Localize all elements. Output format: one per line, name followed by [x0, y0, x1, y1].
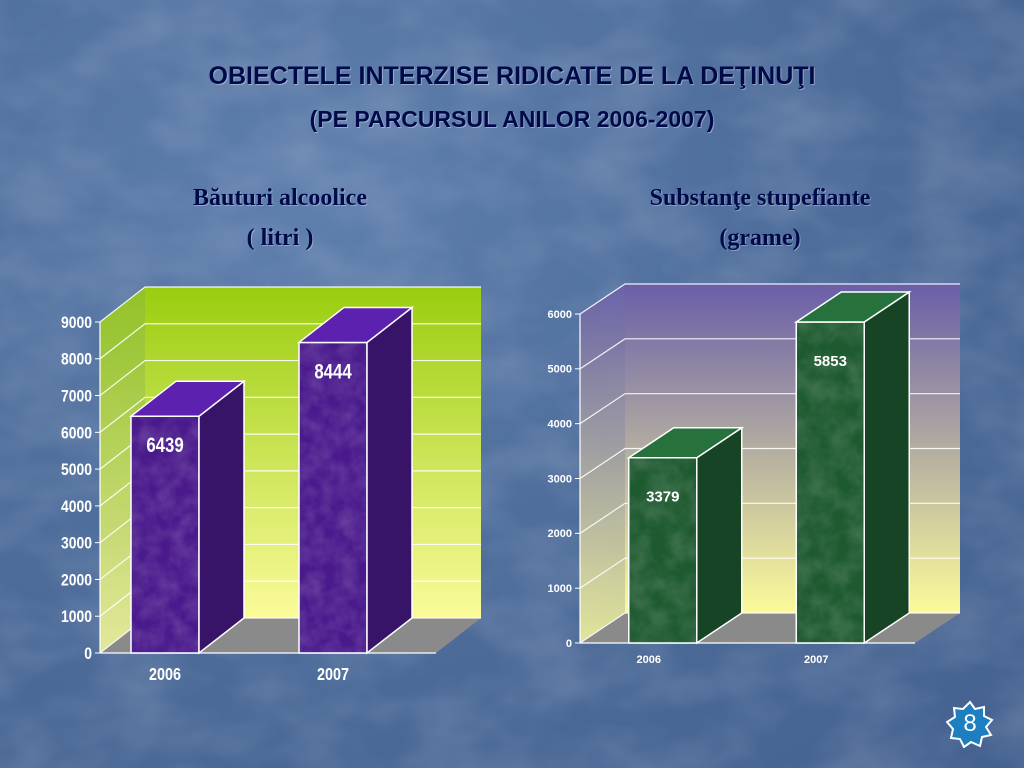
gridline [579, 283, 960, 315]
x-tick-label: 2006 [637, 654, 661, 666]
y-tick-label: 2000 [61, 571, 92, 590]
y-tick-label: 6000 [61, 424, 92, 443]
bar-top-face [296, 306, 415, 344]
y-tick-label: 6000 [548, 309, 572, 321]
bar-texture [299, 342, 367, 653]
page-number: 8 [963, 710, 977, 737]
bar-side-face [696, 426, 743, 645]
bar-side-face [198, 379, 245, 655]
bar-top-face [793, 291, 912, 323]
slide-subtitle: (PE PARCURSUL ANILOR 2006-2007) [309, 106, 715, 132]
y-tick-label: 3000 [61, 534, 92, 553]
bar-2007 [296, 305, 415, 655]
right-chart-header: Substanţe stupefiante (grame) [560, 178, 960, 258]
y-tick-label: 5000 [61, 461, 92, 480]
page-number-badge [946, 700, 994, 748]
x-tick-label: 2006 [149, 665, 181, 685]
left-chart-header: Băuturi alcoolice ( litri ) [120, 178, 440, 258]
right-chart-title: Substanţe stupefiante [649, 185, 871, 211]
gridline [99, 286, 481, 323]
bar-texture [796, 322, 865, 643]
bar-texture [628, 457, 697, 643]
left-chart-title: Băuturi alcoolice [193, 185, 367, 211]
bar-data-label: 8444 [314, 361, 352, 384]
y-tick-label: 0 [566, 638, 572, 650]
bar-side-face [366, 305, 413, 655]
y-tick-label: 1000 [61, 608, 92, 627]
y-tick-label: 3000 [548, 473, 572, 485]
slide-title: OBIECTELE INTERZISE RIDICATE DE LA DEŢIN… [208, 62, 816, 90]
bar-top-face [626, 426, 745, 459]
bar-2007 [793, 290, 912, 645]
left-chart-unit: ( litri ) [246, 225, 314, 251]
y-tick-label: 0 [84, 645, 92, 664]
drugs-bar-chart: 0 1000 2000 3000 4000 5000 6000 3379 2006 5853 200… [548, 283, 960, 666]
y-tick-label: 4000 [61, 498, 92, 517]
bar-side-face [863, 290, 910, 645]
y-tick-label: 4000 [548, 419, 572, 431]
y-tick-label: 8000 [61, 351, 92, 370]
x-tick-label: 2007 [317, 665, 349, 685]
bar-2006 [626, 426, 745, 645]
bar-2006 [128, 379, 247, 655]
y-tick-label: 5000 [548, 364, 572, 376]
y-tick-label: 1000 [548, 583, 572, 595]
bar-top-face [128, 380, 247, 417]
right-chart-unit: (grame) [719, 225, 801, 251]
bar-data-label: 5853 [814, 353, 847, 370]
y-tick-label: 2000 [548, 528, 572, 540]
bar-data-label: 3379 [646, 489, 679, 506]
x-tick-label: 2007 [804, 654, 828, 666]
bar-data-label: 6439 [146, 435, 183, 458]
y-tick-label: 9000 [61, 314, 92, 333]
alcohol-bar-chart: 0 1000 2000 3000 4000 5000 6000 7000 8000 9000 643… [61, 286, 481, 685]
y-tick-label: 7000 [61, 387, 92, 406]
bar-texture [131, 416, 199, 653]
